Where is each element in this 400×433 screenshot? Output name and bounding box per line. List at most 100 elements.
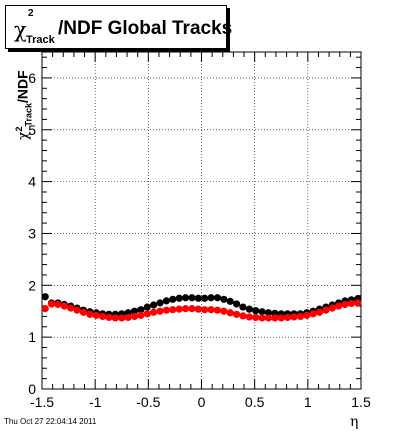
data-point-black	[143, 303, 151, 311]
ylabel-sub: Track	[23, 102, 34, 127]
data-point-black	[239, 303, 247, 311]
data-point-red	[54, 300, 62, 309]
data-point-black	[169, 295, 177, 303]
data-point-black	[194, 294, 202, 302]
data-point-red	[86, 310, 94, 318]
data-point-red	[41, 305, 49, 313]
data-point-red	[226, 309, 234, 317]
data-point-red	[162, 306, 171, 314]
x-tick-label: 0	[198, 394, 206, 410]
data-point-red	[73, 306, 81, 314]
grid-layer	[41, 52, 362, 390]
data-point-red	[181, 305, 190, 313]
y-tick-label: 2	[28, 277, 36, 293]
y-tick-label: 4	[28, 174, 36, 190]
data-point-black	[201, 294, 209, 302]
data-point-black	[258, 308, 266, 316]
data-point-red	[232, 310, 241, 318]
data-point-black	[175, 294, 183, 302]
x-tick-label: 1.5	[351, 394, 371, 410]
x-tick-label: -1.5	[30, 394, 54, 410]
data-point-red	[156, 307, 164, 315]
ylabel-chi: χ	[15, 131, 32, 140]
data-point-red	[124, 313, 132, 322]
data-point-red	[79, 308, 88, 316]
data-point-black	[162, 297, 171, 305]
x-tick-label: -1	[89, 394, 102, 410]
data-point-red	[335, 302, 343, 310]
title-chi-sup: 2	[28, 8, 34, 19]
title-box: χ 2 Track /NDF Global Tracks	[5, 5, 232, 49]
data-point-red	[252, 313, 260, 322]
x-tick-label: 1	[304, 394, 312, 410]
points-layer	[41, 293, 362, 322]
data-point-red	[150, 308, 158, 316]
data-point-red	[239, 312, 247, 320]
data-point-black	[156, 299, 164, 307]
data-point-black	[226, 297, 234, 305]
data-point-red	[67, 304, 75, 312]
data-point-red	[322, 306, 330, 314]
data-point-red	[118, 314, 126, 322]
data-point-red	[354, 299, 362, 307]
y-tick-label: 0	[28, 381, 36, 397]
data-point-red	[47, 300, 56, 308]
data-point-red	[264, 314, 273, 322]
data-point-black	[41, 293, 49, 301]
data-point-red	[213, 306, 222, 314]
data-point-red	[201, 306, 209, 314]
data-point-red	[258, 314, 266, 322]
timestamp-footer: Thu Oct 27 22:04:14 2011	[4, 417, 97, 426]
data-point-red	[99, 312, 107, 321]
data-point-black	[252, 307, 260, 315]
data-point-red	[130, 312, 139, 321]
chart-title: /NDF Global Tracks	[58, 18, 233, 39]
data-point-red	[328, 304, 336, 312]
data-point-red	[315, 308, 324, 316]
x-axis-label: η	[350, 414, 359, 430]
data-point-red	[111, 314, 119, 322]
data-point-red	[143, 310, 151, 318]
data-point-red	[347, 299, 356, 308]
data-point-black	[137, 306, 145, 314]
data-point-red	[207, 306, 215, 314]
ylabel-sup: 2	[14, 126, 24, 132]
data-point-black	[130, 307, 139, 315]
x-tick-label: -0.5	[136, 394, 160, 410]
data-point-red	[194, 305, 202, 313]
data-point-red	[92, 311, 100, 319]
y-tick-label: 6	[28, 70, 36, 86]
data-point-red	[220, 307, 228, 315]
data-point-red	[245, 313, 253, 321]
y-tick-label: 5	[28, 122, 36, 138]
data-point-red	[175, 305, 183, 313]
data-point-black	[213, 294, 222, 302]
data-point-red	[60, 302, 68, 310]
data-point-red	[309, 310, 317, 318]
data-point-red	[290, 313, 298, 321]
data-point-red	[303, 311, 311, 319]
data-point-black	[207, 294, 215, 302]
y-axis-label: χ2Track/NDF	[0, 0, 60, 140]
ylabel-rest: /NDF	[14, 70, 31, 103]
y-tick-label: 3	[28, 225, 36, 241]
data-point-red	[169, 306, 177, 314]
data-point-red	[188, 305, 196, 313]
data-point-red	[284, 313, 292, 322]
ticks-layer: 0 1 2 3 4 5 6 -1.5 -1 -0.5 0 0.5 1 1.5	[28, 52, 371, 410]
data-point-red	[105, 313, 113, 322]
data-point-black	[264, 309, 273, 317]
data-point-red	[296, 312, 304, 321]
data-point-black	[245, 305, 253, 313]
data-point-black	[220, 295, 228, 303]
y-axis-label-text: χ2Track/NDF	[14, 70, 33, 140]
data-point-red	[137, 311, 145, 319]
x-tick-label: 0.5	[245, 394, 265, 410]
data-point-black	[232, 300, 241, 308]
data-point-black	[181, 294, 190, 302]
data-point-red	[271, 314, 279, 322]
title-chi: χ	[14, 18, 27, 42]
data-point-black	[150, 301, 158, 309]
data-point-red	[277, 314, 285, 322]
